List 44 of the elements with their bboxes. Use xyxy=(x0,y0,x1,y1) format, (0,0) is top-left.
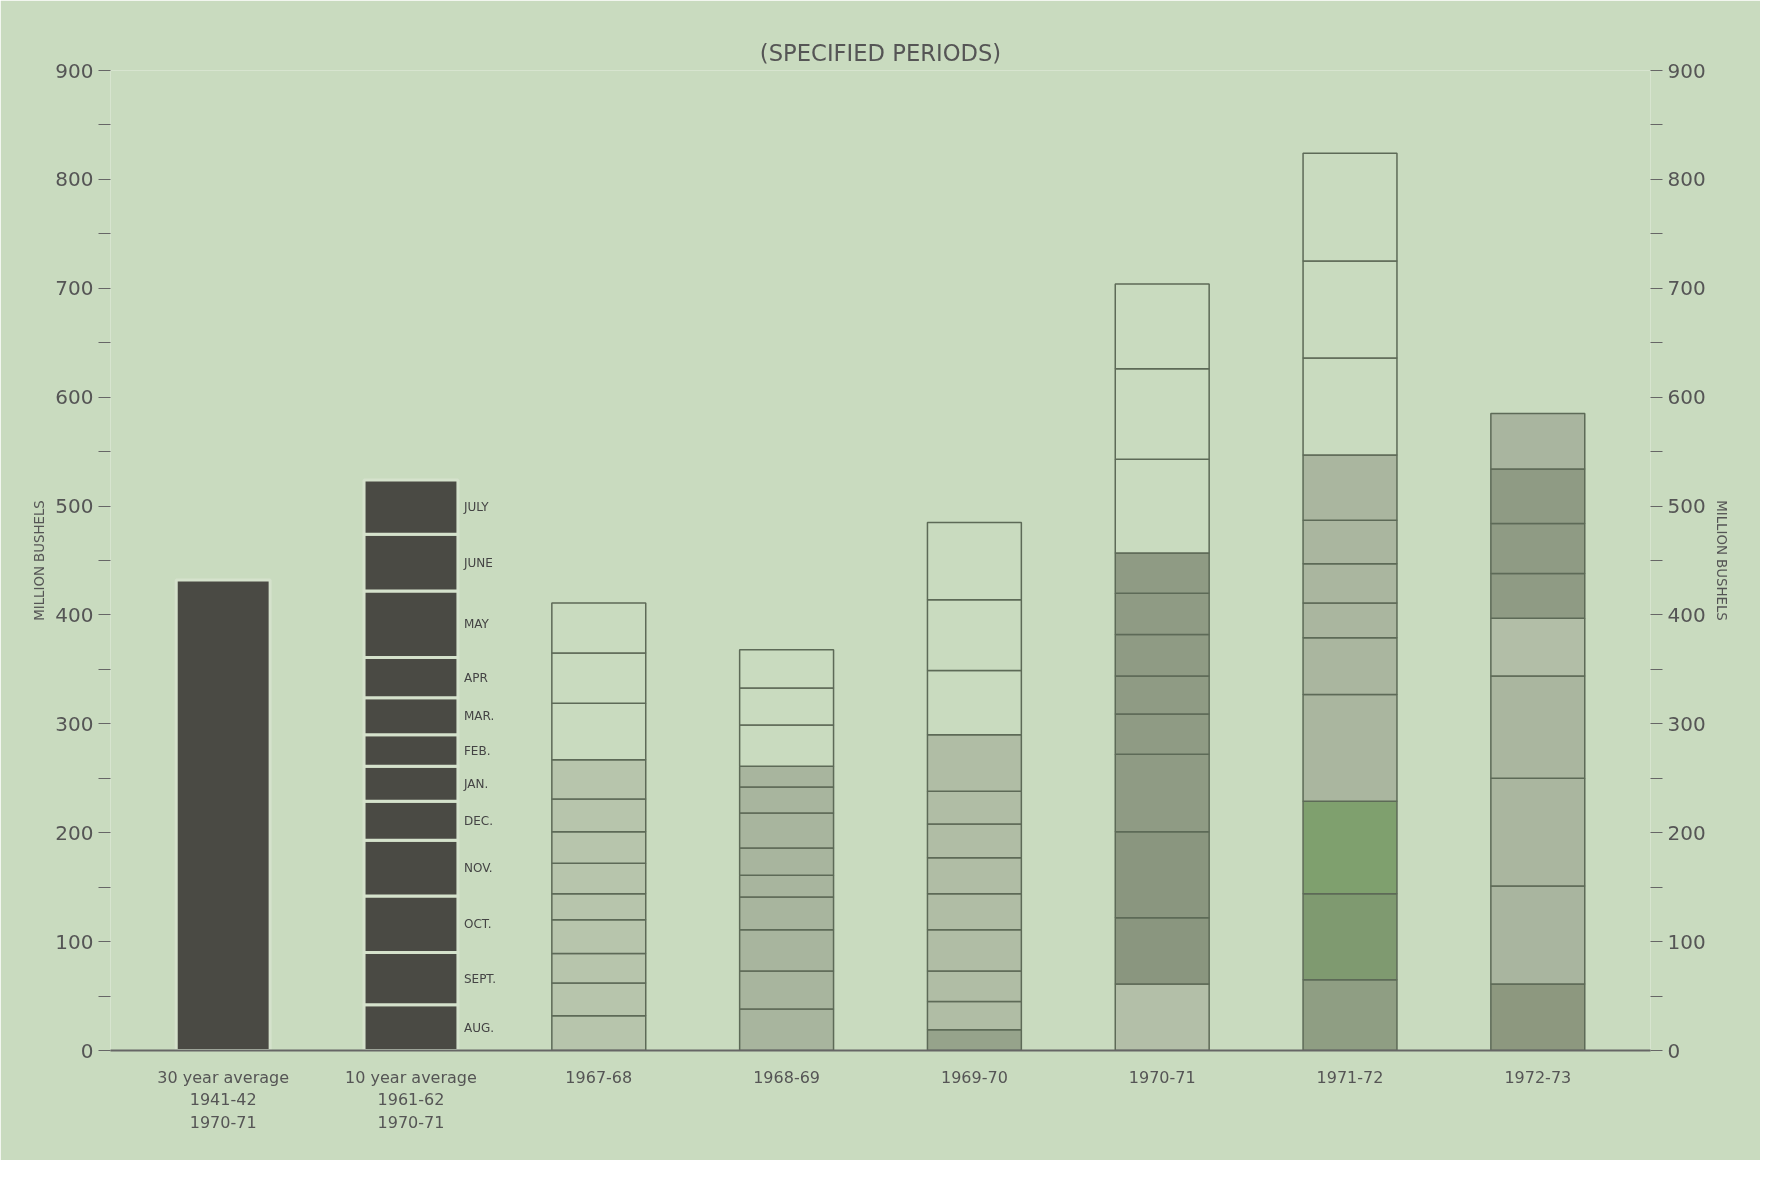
y2-tick-label: 600 xyxy=(1667,385,1706,410)
series-label: JULY xyxy=(462,500,490,515)
y-tick-label: 400 xyxy=(55,602,94,627)
y2-tick-label: 900 xyxy=(1667,58,1706,83)
y-tick-label: 700 xyxy=(55,276,94,301)
y2-tick-label: 0 xyxy=(1667,1038,1681,1063)
series-label: APR xyxy=(463,670,488,685)
y-axis-title: MILLION BUSHELS xyxy=(32,500,48,621)
series-label: JAN. xyxy=(462,776,489,791)
series-label: OCT. xyxy=(463,917,492,932)
series-label: MAR. xyxy=(463,709,495,724)
series-label: DEC. xyxy=(463,813,493,828)
y2-tick-label: 200 xyxy=(1667,820,1706,845)
x-tick-label: 1972-73 xyxy=(1504,1067,1572,1087)
bar xyxy=(174,578,272,1051)
x-tick-label: 1969-70 xyxy=(940,1067,1008,1087)
x-tick-label: 1970-71 xyxy=(1128,1067,1196,1087)
y-tick-label: 0 xyxy=(80,1038,94,1063)
series-label: NOV. xyxy=(463,861,493,876)
x-tick-label: 1971-72 xyxy=(1316,1067,1384,1087)
series-label: FEB. xyxy=(463,743,491,758)
y-tick-label: 200 xyxy=(55,820,94,845)
series-label: JUNE xyxy=(462,555,493,570)
x-tick-label: 1968-69 xyxy=(753,1067,821,1087)
y-tick-label: 600 xyxy=(55,385,94,410)
y2-tick-label: 800 xyxy=(1667,167,1706,192)
x-tick-label: 10 year average 1961-62 1970-71 xyxy=(345,1067,477,1133)
y-tick-label: 500 xyxy=(55,494,94,519)
x-tick-label: 30 year average 1941-42 1970-71 xyxy=(157,1067,290,1133)
series-label: MAY xyxy=(463,617,490,632)
y2-tick-label: 100 xyxy=(1667,929,1706,954)
y-tick-label: 300 xyxy=(55,711,94,736)
y2-axis-title: MILLION BUSHELS xyxy=(1713,500,1729,621)
y2-tick-label: 700 xyxy=(1667,276,1706,301)
x-tick-label: 1967-68 xyxy=(565,1067,633,1087)
y2-tick-label: 300 xyxy=(1667,711,1706,736)
y-tick-label: 900 xyxy=(55,58,94,83)
chart-title: (SPECIFIED PERIODS) xyxy=(759,39,1002,66)
y2-tick-label: 400 xyxy=(1667,602,1706,627)
series-label: AUG. xyxy=(463,1020,495,1035)
y-tick-label: 800 xyxy=(55,167,94,192)
y2-tick-label: 500 xyxy=(1667,494,1706,519)
y-tick-label: 100 xyxy=(55,929,94,954)
series-label: SEPT. xyxy=(463,971,497,986)
